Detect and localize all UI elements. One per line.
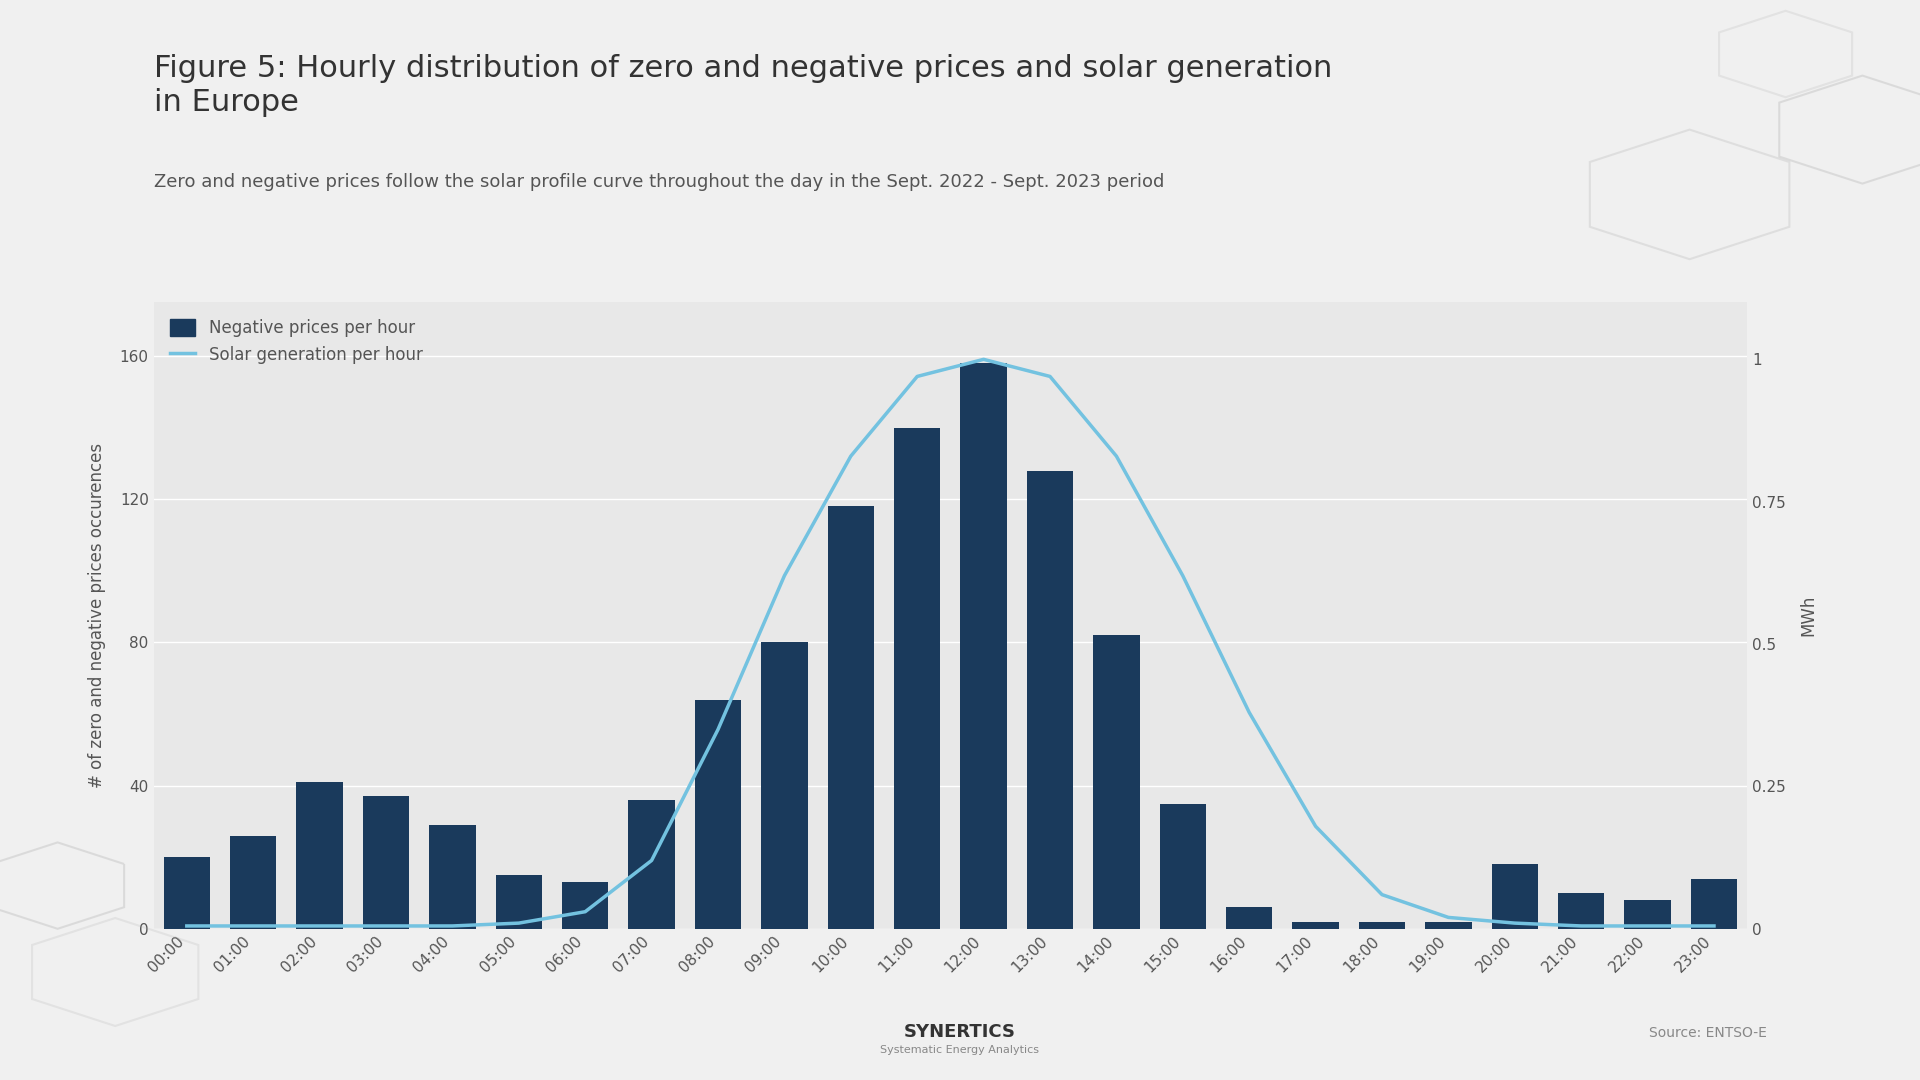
Bar [1425, 921, 1471, 929]
Text: SYNERTICS: SYNERTICS [904, 1023, 1016, 1041]
Bar [760, 643, 808, 929]
Bar [363, 796, 409, 929]
Text: Systematic Energy Analytics: Systematic Energy Analytics [881, 1045, 1039, 1055]
Bar [895, 428, 941, 929]
Bar [163, 858, 209, 929]
Bar [1092, 635, 1140, 929]
Bar [495, 875, 541, 929]
Bar [1492, 864, 1538, 929]
Bar [1292, 921, 1338, 929]
Text: Figure 5: Hourly distribution of zero and negative prices and solar generation
i: Figure 5: Hourly distribution of zero an… [154, 54, 1332, 117]
Y-axis label: # of zero and negative prices occurences: # of zero and negative prices occurences [88, 443, 106, 788]
Legend: Negative prices per hour, Solar generation per hour: Negative prices per hour, Solar generati… [161, 311, 430, 373]
Bar [1557, 893, 1605, 929]
Text: Zero and negative prices follow the solar profile curve throughout the day in th: Zero and negative prices follow the sola… [154, 173, 1164, 191]
Y-axis label: MWh: MWh [1799, 595, 1818, 636]
Bar [1027, 471, 1073, 929]
Bar [296, 782, 344, 929]
Bar [563, 882, 609, 929]
Bar [230, 836, 276, 929]
Bar [960, 363, 1006, 929]
Bar [1227, 907, 1273, 929]
Bar [1624, 900, 1670, 929]
Text: Source: ENTSO-E: Source: ENTSO-E [1649, 1026, 1766, 1040]
Bar [628, 800, 674, 929]
Bar [1160, 804, 1206, 929]
Bar [1692, 879, 1738, 929]
Bar [430, 825, 476, 929]
Bar [1359, 921, 1405, 929]
Bar [828, 507, 874, 929]
Bar [695, 700, 741, 929]
